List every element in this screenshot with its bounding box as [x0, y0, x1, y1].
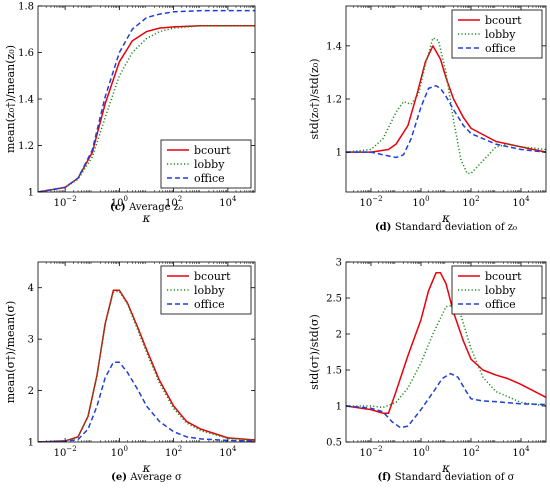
x-tick-label: 102 [165, 195, 182, 209]
x-tick-label: 100 [111, 195, 128, 209]
legend-label-lobby: lobby [485, 28, 516, 41]
series-line-office [38, 361, 255, 442]
series-line-bcourt [346, 45, 546, 153]
chart-panel-c: 10−2 100 102 104 1 1.2 1.4 1.6 1.8 κ mean(z₀†)/mea… [4, 2, 256, 225]
y-tick-label: 1 [28, 188, 34, 199]
y-tick-label: 2 [336, 330, 342, 341]
y-tick-label: 1.2 [18, 141, 34, 152]
legend-label-bcourt: bcourt [194, 144, 231, 157]
y-tick-label: 1 [336, 402, 342, 413]
y-tick-label: 1.6 [18, 48, 34, 59]
y-tick-label: 1 [28, 438, 34, 449]
series-line-lobby [346, 304, 546, 409]
legend-label-office: office [194, 298, 225, 311]
y-tick-label: 1.8 [18, 2, 34, 13]
x-tick-label: 100 [111, 445, 128, 459]
series-line-lobby [38, 290, 255, 442]
y-tick-label: 1.4 [18, 95, 34, 106]
series-line-lobby [346, 37, 546, 175]
legend-label-lobby: lobby [194, 158, 225, 171]
legend-label-office: office [485, 298, 516, 311]
x-axis-label: κ [441, 461, 450, 475]
y-tick-label: 4 [28, 283, 34, 294]
x-tick-label: 104 [219, 195, 237, 209]
x-tick-label: 104 [512, 445, 530, 459]
legend-box [451, 265, 543, 315]
y-axis-label: std(z₀†)/std(z₀) [308, 59, 321, 140]
legend-box [160, 139, 252, 189]
x-tick-label: 104 [219, 445, 237, 459]
legend-label-bcourt: bcourt [194, 270, 231, 283]
chart-panel-e: 10−2 100 102 104 1 2 3 4 κ mean(σ†)/mean(σ) bcourt… [4, 261, 256, 483]
y-tick-label: 0.5 [326, 438, 342, 449]
panel-caption: (c) Average z₀ [110, 202, 183, 213]
y-axis-label: mean(σ†)/mean(σ) [4, 301, 17, 404]
x-tick-label: 104 [512, 195, 530, 209]
y-tick-label: 2.5 [326, 294, 342, 305]
x-axis-label: κ [142, 461, 151, 475]
panel-caption: (d) Standard deviation of z₀ [375, 222, 517, 233]
x-tick-label: 10−2 [359, 445, 382, 459]
x-axis-label: κ [142, 211, 151, 225]
x-tick-label: 102 [462, 195, 479, 209]
plot-frame [37, 261, 256, 443]
x-tick-label: 102 [462, 445, 479, 459]
y-tick-label: 1 [336, 148, 342, 159]
series-line-lobby [38, 25, 255, 192]
panel-caption: (e) Average σ [111, 472, 182, 483]
chart-panel-f: 10−2 100 102 104 0.5 1 1.5 2 2.5 3 κ std(σ†)/std(σ)… [308, 258, 547, 483]
y-tick-label: 3 [28, 335, 34, 346]
legend-label-office: office [485, 42, 516, 55]
plot-frame [345, 261, 547, 443]
legend-label-bcourt: bcourt [485, 270, 522, 283]
y-tick-label: 1.4 [326, 41, 342, 52]
series-line-office [346, 372, 546, 429]
legend-box [451, 9, 543, 59]
series-line-bcourt [346, 272, 546, 414]
y-tick-label: 1.5 [326, 366, 342, 377]
x-tick-label: 10−2 [54, 445, 77, 459]
x-tick-label: 102 [165, 445, 182, 459]
legend-label-office: office [194, 172, 225, 185]
series-line-office [38, 9, 255, 192]
series-line-office [346, 84, 546, 159]
legend-label-lobby: lobby [485, 284, 516, 297]
x-tick-label: 100 [412, 445, 429, 459]
x-tick-label: 10−2 [359, 195, 382, 209]
x-axis-label: κ [441, 211, 450, 225]
legend-box [160, 265, 252, 315]
y-axis-label: mean(z₀†)/mean(z₀) [4, 45, 17, 153]
x-tick-label: 10−2 [54, 195, 77, 209]
y-tick-label: 2 [28, 386, 34, 397]
legend-label-bcourt: bcourt [485, 14, 522, 27]
y-tick-label: 1.2 [326, 95, 342, 106]
panel-caption: (f) Standard deviation of σ [378, 472, 515, 483]
y-tick-label: 3 [336, 258, 342, 269]
y-axis-label: std(σ†)/std(σ) [308, 314, 321, 390]
chart-panel-d: 10−2 100 102 104 1 1.2 1.4 κ std(z₀†)/std(z₀) bco… [308, 5, 547, 233]
x-tick-label: 100 [412, 195, 429, 209]
legend-label-lobby: lobby [194, 284, 225, 297]
